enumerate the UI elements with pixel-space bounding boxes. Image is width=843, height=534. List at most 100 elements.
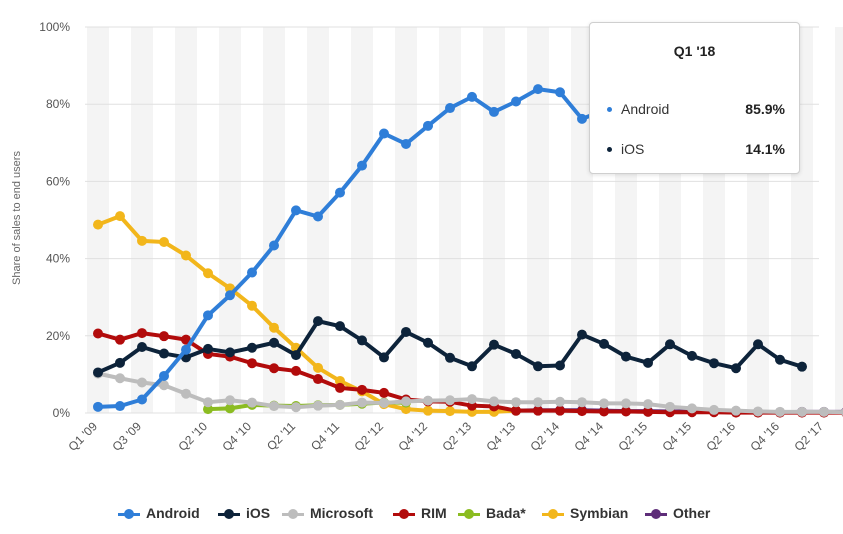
point-ios[interactable]	[621, 351, 631, 362]
point-symbian[interactable]	[137, 235, 147, 246]
point-rim[interactable]	[269, 363, 279, 374]
point-microsoft[interactable]	[181, 388, 191, 399]
point-android[interactable]	[313, 211, 323, 222]
point-ios[interactable]	[665, 339, 675, 350]
point-rim[interactable]	[159, 331, 169, 342]
point-android[interactable]	[445, 103, 455, 114]
point-microsoft[interactable]	[137, 377, 147, 388]
point-ios[interactable]	[775, 354, 785, 365]
point-android[interactable]	[401, 138, 411, 149]
point-rim[interactable]	[247, 358, 257, 369]
point-symbian[interactable]	[423, 405, 433, 416]
point-rim[interactable]	[357, 384, 367, 395]
point-symbian[interactable]	[181, 250, 191, 261]
point-ios[interactable]	[577, 329, 587, 340]
point-ios[interactable]	[555, 360, 565, 371]
point-android[interactable]	[533, 84, 543, 95]
point-android[interactable]	[489, 106, 499, 117]
point-symbian[interactable]	[269, 322, 279, 333]
point-android[interactable]	[555, 87, 565, 98]
point-ios[interactable]	[137, 341, 147, 352]
point-microsoft[interactable]	[797, 406, 807, 417]
point-rim[interactable]	[379, 387, 389, 398]
point-microsoft[interactable]	[511, 397, 521, 408]
point-android[interactable]	[357, 160, 367, 171]
point-android[interactable]	[203, 310, 213, 321]
point-ios[interactable]	[93, 367, 103, 378]
point-symbian[interactable]	[115, 211, 125, 222]
point-microsoft[interactable]	[775, 406, 785, 417]
point-ios[interactable]	[203, 343, 213, 354]
point-android[interactable]	[291, 205, 301, 216]
point-microsoft[interactable]	[533, 397, 543, 408]
point-symbian[interactable]	[93, 219, 103, 230]
point-microsoft[interactable]	[379, 397, 389, 408]
point-microsoft[interactable]	[643, 399, 653, 410]
point-android[interactable]	[181, 344, 191, 355]
point-microsoft[interactable]	[555, 396, 565, 407]
point-microsoft[interactable]	[687, 403, 697, 414]
point-android[interactable]	[467, 91, 477, 102]
point-ios[interactable]	[115, 357, 125, 368]
point-ios[interactable]	[269, 337, 279, 348]
point-ios[interactable]	[423, 337, 433, 348]
point-microsoft[interactable]	[445, 395, 455, 406]
point-symbian[interactable]	[445, 406, 455, 417]
point-ios[interactable]	[687, 350, 697, 361]
point-rim[interactable]	[621, 406, 631, 417]
point-microsoft[interactable]	[599, 398, 609, 409]
point-rim[interactable]	[137, 328, 147, 339]
point-ios[interactable]	[247, 342, 257, 353]
point-android[interactable]	[423, 120, 433, 131]
point-symbian[interactable]	[247, 300, 257, 311]
point-ios[interactable]	[357, 335, 367, 346]
point-android[interactable]	[247, 267, 257, 278]
point-ios[interactable]	[797, 361, 807, 372]
point-ios[interactable]	[643, 357, 653, 368]
point-rim[interactable]	[313, 374, 323, 385]
point-microsoft[interactable]	[335, 399, 345, 410]
point-microsoft[interactable]	[489, 396, 499, 407]
point-ios[interactable]	[159, 348, 169, 359]
point-rim[interactable]	[93, 328, 103, 339]
point-microsoft[interactable]	[753, 406, 763, 417]
point-ios[interactable]	[489, 339, 499, 350]
point-ios[interactable]	[511, 348, 521, 359]
point-ios[interactable]	[335, 321, 345, 332]
point-ios[interactable]	[291, 350, 301, 361]
point-rim[interactable]	[511, 405, 521, 416]
point-rim[interactable]	[599, 406, 609, 417]
point-android[interactable]	[137, 394, 147, 405]
point-microsoft[interactable]	[159, 380, 169, 391]
point-android[interactable]	[335, 187, 345, 198]
point-ios[interactable]	[313, 316, 323, 327]
point-rim[interactable]	[533, 405, 543, 416]
point-ios[interactable]	[379, 352, 389, 363]
point-android[interactable]	[269, 240, 279, 251]
point-ios[interactable]	[467, 361, 477, 372]
point-microsoft[interactable]	[401, 396, 411, 407]
point-rim[interactable]	[643, 406, 653, 417]
point-ios[interactable]	[731, 363, 741, 374]
point-microsoft[interactable]	[709, 404, 719, 415]
point-android[interactable]	[93, 401, 103, 412]
point-microsoft[interactable]	[467, 394, 477, 405]
point-microsoft[interactable]	[269, 401, 279, 412]
point-microsoft[interactable]	[357, 397, 367, 408]
point-ios[interactable]	[709, 358, 719, 369]
point-ios[interactable]	[753, 339, 763, 350]
point-symbian[interactable]	[335, 375, 345, 386]
point-android[interactable]	[115, 401, 125, 412]
point-symbian[interactable]	[203, 268, 213, 279]
point-android[interactable]	[511, 96, 521, 107]
point-android[interactable]	[379, 128, 389, 139]
point-symbian[interactable]	[159, 237, 169, 248]
point-microsoft[interactable]	[225, 395, 235, 406]
point-symbian[interactable]	[313, 362, 323, 373]
point-microsoft[interactable]	[819, 406, 829, 417]
point-microsoft[interactable]	[731, 405, 741, 416]
point-android[interactable]	[577, 113, 587, 124]
point-microsoft[interactable]	[577, 397, 587, 408]
point-bada[interactable]	[225, 403, 235, 414]
point-rim[interactable]	[291, 365, 301, 376]
